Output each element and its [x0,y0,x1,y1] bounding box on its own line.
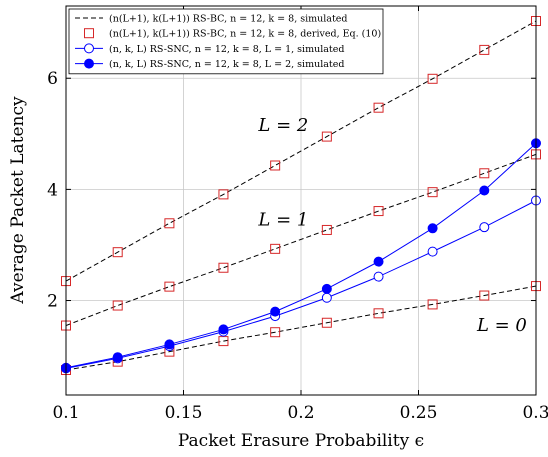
legend-item: (n(L+1), k(L+1)) RS-BC, n = 12, k = 8, d… [84,28,381,40]
snc-l1-marker [373,271,384,282]
legend: (n(L+1), k(L+1)) RS-BC, n = 12, k = 8, s… [68,8,384,75]
derived-marker [427,73,438,84]
derived-marker [164,281,175,292]
y-tick-label: 2 [47,292,58,312]
annotation-label: L = 0 [476,315,527,336]
x-tick-label: 0.15 [165,403,203,423]
derived-marker [270,327,281,338]
derived-marker [373,102,384,113]
derived-marker [112,247,123,258]
legend-swatch-circle [84,43,94,54]
derived-marker [427,299,438,310]
derived-marker [321,317,332,328]
snc-l2-marker [373,256,384,267]
legend-box [68,8,384,75]
legend-label: (n(L+1), k(L+1)) RS-BC, n = 12, k = 8, s… [109,13,348,24]
derived-marker [479,290,490,301]
y-tick-label: 6 [47,69,58,89]
legend-label: (n, k, L) RS-SNC, n = 12, k = 8, L = 2, … [109,59,344,70]
derived-marker [218,189,229,200]
annotation-layer: L = 2 L = 1 L = 0 [257,115,526,336]
series-layer [61,16,541,375]
annotation-label: L = 2 [257,115,308,136]
x-tick-label: 0.3 [522,403,548,423]
x-tick-label: 0.1 [52,403,79,423]
derived-marker [218,262,229,273]
derived-marker [112,300,123,311]
snc-l2-marker [270,306,281,317]
y-axis-label: Average Packet Latency [8,96,28,305]
series-line-snc-l1 [65,200,537,369]
legend-swatch-square [84,28,94,39]
series-line-rsbc-L=2 [65,20,537,282]
snc-l2-marker [427,223,438,234]
legend-item: (n(L+1), k(L+1)) RS-BC, n = 12, k = 8, s… [75,13,348,24]
snc-l2-marker [112,352,123,363]
derived-marker [321,131,332,142]
legend-item: (n, k, L) RS-SNC, n = 12, k = 8, L = 2, … [75,58,344,70]
legend-swatch-circle [84,58,94,69]
derived-marker [373,308,384,319]
derived-marker [270,243,281,254]
annotation-label: L = 1 [257,210,308,231]
y-tick-label: 4 [47,180,58,200]
series-line-snc-l2 [65,142,537,369]
x-tick-label: 0.25 [400,403,438,423]
ticks: 0.1 0.15 0.2 0.25 0.3 2 4 6 [47,6,548,423]
snc-l1-marker [321,292,332,303]
legend-label: (n, k, L) RS-SNC, n = 12, k = 8, L = 1, … [109,44,344,55]
derived-marker [321,224,332,235]
x-axis-label: Packet Erasure Probability ϵ [178,431,424,451]
derived-marker [373,206,384,217]
series-line-rsbc-L=1 [65,153,537,327]
snc-l2-marker [321,283,332,294]
snc-l2-marker [479,185,490,196]
snc-l1-marker [479,222,490,233]
legend-item: (n, k, L) RS-SNC, n = 12, k = 8, L = 1, … [75,43,344,55]
x-tick-label: 0.2 [287,403,314,423]
derived-marker [270,160,281,171]
derived-marker [479,44,490,55]
legend-label: (n(L+1), k(L+1)) RS-BC, n = 12, k = 8, d… [109,29,381,40]
derived-marker [427,187,438,198]
snc-l1-marker [427,246,438,257]
derived-marker [164,218,175,229]
snc-l2-marker [164,339,175,350]
derived-marker [479,168,490,179]
snc-l2-marker [218,324,229,335]
